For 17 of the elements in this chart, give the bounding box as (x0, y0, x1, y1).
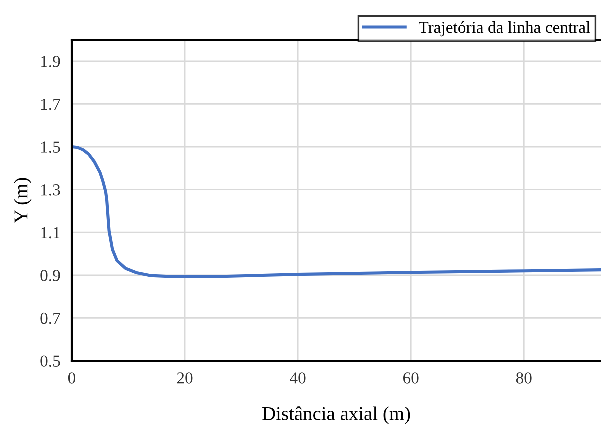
y-tick-label: 1.7 (42, 98, 60, 110)
y-tick-label: 0.5 (40, 356, 60, 368)
x-tick-label: 80 (516, 372, 532, 384)
line-series (72, 145, 601, 278)
x-tick-label: 40 (290, 372, 306, 384)
y-axis-title: Y (m) (14, 178, 32, 224)
y-tick-label: 1.5 (42, 142, 60, 154)
x-tick-label: 0 (68, 372, 76, 384)
x-tick-label: 60 (403, 372, 419, 384)
x-axis-title: Distância axial (m) (262, 406, 410, 424)
y-tick-label: 1.3 (42, 184, 60, 196)
legend-label: Trajetória da linha central (419, 21, 590, 37)
y-tick-label: 1.9 (42, 56, 60, 68)
x-tick-label: 20 (177, 372, 193, 384)
y-tick-label: 0.9 (40, 270, 60, 282)
y-tick-label: 0.7 (40, 312, 60, 324)
y-tick-label: 1.1 (42, 227, 60, 239)
